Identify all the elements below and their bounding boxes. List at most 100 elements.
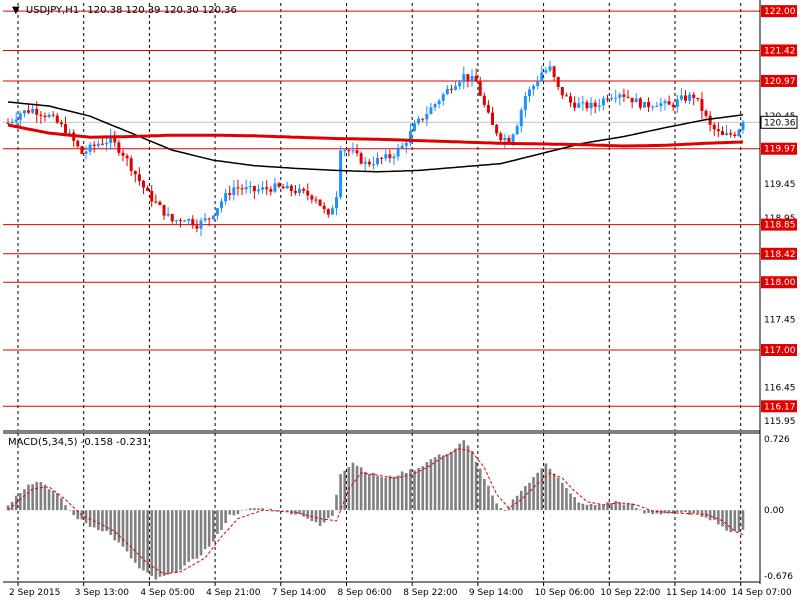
candle-body (281, 186, 285, 189)
candle-body (31, 108, 35, 113)
candle-body (199, 220, 203, 229)
candle-body (154, 201, 158, 203)
candle-body (191, 219, 195, 226)
candle-body (601, 98, 605, 106)
candle-body (14, 119, 18, 122)
macd-bar (257, 508, 260, 511)
level-label: 122.00 (764, 7, 796, 17)
macd-bar (220, 510, 223, 531)
macd-bar (232, 510, 236, 516)
macd-bar (150, 510, 154, 576)
macd-bar (441, 455, 445, 511)
candle-body (478, 81, 482, 96)
candle-body (330, 208, 334, 215)
candle-body (564, 95, 568, 97)
price-tick-label: 115.95 (764, 417, 796, 427)
candle-body (146, 187, 150, 191)
candle-body (371, 164, 375, 166)
candle-body (244, 187, 248, 190)
macd-bar (692, 510, 696, 514)
candle-body (581, 102, 585, 104)
candle-body (462, 74, 466, 83)
macd-bar (55, 493, 59, 511)
candle-body (51, 114, 55, 116)
candle-body (261, 187, 265, 190)
macd-bar (351, 462, 355, 511)
macd-bar (261, 508, 264, 511)
macd-bar (68, 510, 71, 511)
candle-body (174, 220, 178, 222)
macd-bar (117, 510, 121, 543)
macd-bar (618, 502, 622, 511)
candle-body (630, 97, 634, 103)
macd-bar (244, 509, 248, 511)
candle-body (638, 98, 642, 108)
macd-label: MACD(5,34,5) -0.158 -0.231 (8, 437, 148, 448)
candle-body (593, 102, 597, 107)
macd-bar (634, 507, 638, 511)
candle-body (150, 190, 154, 202)
candle-body (725, 133, 729, 136)
macd-bar (712, 510, 716, 520)
macd-bar (589, 503, 593, 511)
macd-bar (396, 475, 400, 511)
candle-body (523, 96, 527, 111)
candle-body (663, 101, 667, 104)
candle-body (273, 183, 277, 192)
candle-body (626, 96, 630, 98)
macd-bar (372, 472, 375, 511)
level-label: 121.42 (764, 46, 796, 56)
candle-body (232, 187, 236, 195)
macd-bar (326, 510, 330, 519)
macd-bar (651, 510, 654, 515)
candle-body (408, 131, 412, 143)
candle-body (544, 70, 548, 73)
candle-body (376, 157, 380, 165)
macd-bar (72, 510, 75, 516)
candle-body (417, 118, 421, 124)
macd-bar (142, 510, 145, 571)
macd-bar (335, 494, 338, 511)
macd-bar (556, 477, 560, 511)
macd-bar (491, 495, 494, 511)
candle-body (142, 180, 146, 188)
macd-bar (183, 510, 186, 566)
price-tick-label: 117.45 (764, 316, 796, 326)
candle-body (35, 108, 39, 115)
macd-bar (195, 510, 199, 559)
candle-body (158, 201, 162, 206)
macd-bar (47, 489, 51, 511)
candle-body (314, 199, 318, 201)
candle-body (39, 114, 43, 116)
candle-body (610, 98, 614, 100)
candle-body (491, 112, 495, 125)
macd-bar (158, 510, 162, 577)
candle-body (548, 66, 552, 71)
candle-body (100, 143, 104, 145)
macd-bar (466, 445, 470, 511)
candle-body (634, 98, 638, 103)
level-label-box (761, 5, 797, 18)
macd-bar (129, 510, 133, 559)
axis-labels: 121.42120.97120.45119.97119.45118.95118.… (9, 5, 798, 598)
macd-bar (433, 457, 437, 511)
macd-bar (581, 503, 585, 511)
macd-bar (721, 510, 724, 527)
candle-body (105, 142, 109, 145)
macd-bar (179, 510, 182, 570)
candle-body (133, 171, 137, 175)
candle-body (614, 97, 618, 99)
level-label-box (761, 142, 797, 155)
macd-bar (162, 510, 166, 576)
candle-body (183, 220, 187, 222)
macd-bar (429, 459, 433, 511)
macd-bar (487, 485, 490, 511)
macd-bar (310, 510, 314, 522)
macd-bar (88, 510, 92, 527)
candle-body (560, 86, 564, 96)
macd-bar (602, 505, 605, 511)
macd-bar (380, 477, 383, 511)
candle-body (125, 155, 129, 159)
macd-bar (277, 510, 281, 512)
